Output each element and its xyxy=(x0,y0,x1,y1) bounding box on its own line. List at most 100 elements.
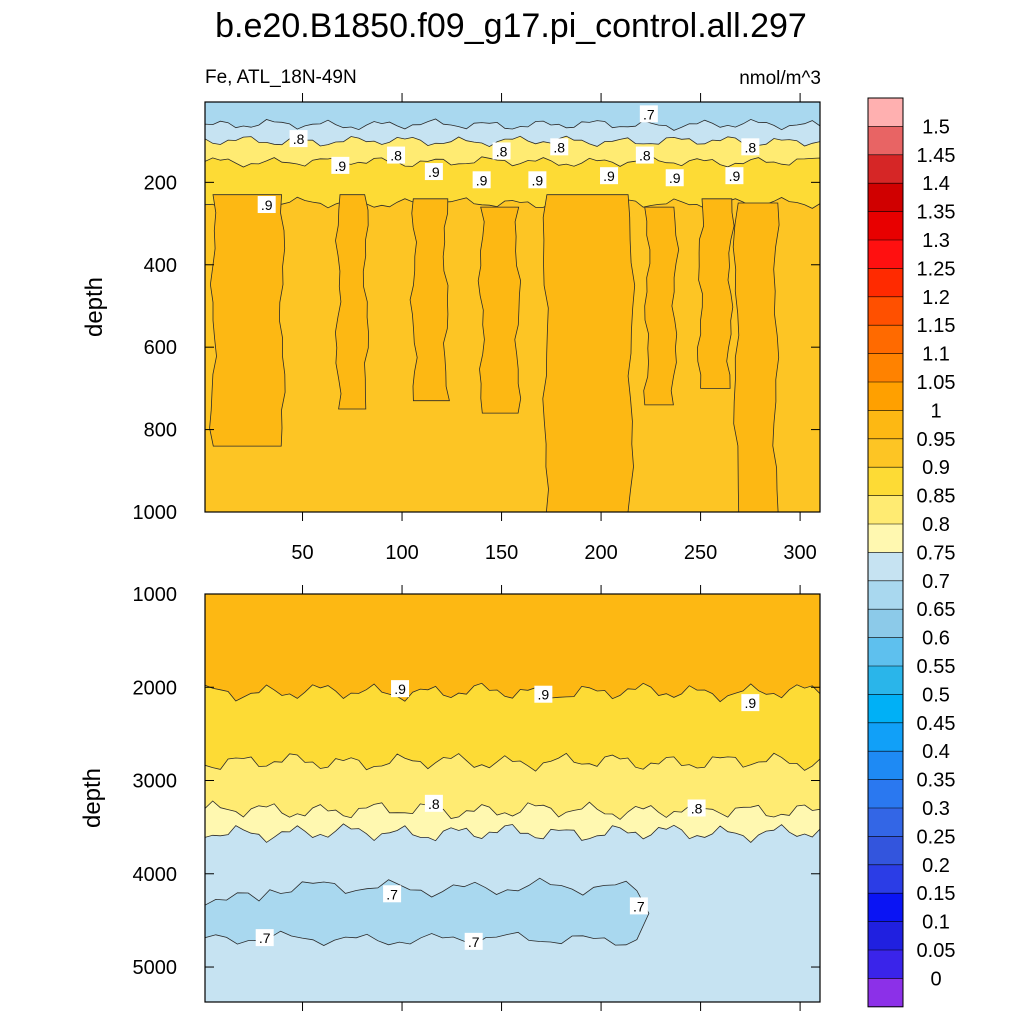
y-tick-label: 1000 xyxy=(133,584,178,606)
svg-text:.8: .8 xyxy=(691,800,703,816)
colorbar-swatch xyxy=(868,580,903,610)
svg-text:.9: .9 xyxy=(476,172,488,188)
plot-frame xyxy=(204,593,821,1003)
contour-label: .8 xyxy=(424,794,443,812)
contour-label: .8 xyxy=(741,138,760,156)
colorbar-label: 0 xyxy=(930,968,941,990)
colorbar-swatch xyxy=(868,978,903,1008)
colorbar-label: 1.15 xyxy=(917,315,956,337)
contour-label: .9 xyxy=(600,167,619,185)
colorbar-swatch xyxy=(868,637,903,667)
chart-title: b.e20.B1850.f09_g17.pi_control.all.297 xyxy=(215,7,807,45)
fe-patch xyxy=(477,206,522,414)
colorbar-label: 1.35 xyxy=(917,202,956,224)
colorbar-label: 0.7 xyxy=(922,571,950,593)
fe-patch xyxy=(409,198,450,402)
colorbar-label: 0.55 xyxy=(917,656,956,678)
contour-label: .8 xyxy=(289,130,308,148)
svg-text:.8: .8 xyxy=(744,139,756,155)
svg-text:.9: .9 xyxy=(538,687,550,703)
colorbar-label: 0.95 xyxy=(917,429,956,451)
contour-label: .9 xyxy=(725,167,744,185)
colorbar-label: 0.05 xyxy=(917,940,956,962)
contour-label: .7 xyxy=(383,885,402,903)
colorbar-swatch xyxy=(868,666,903,695)
svg-text:.8: .8 xyxy=(293,131,305,147)
fe-patch xyxy=(696,198,735,389)
svg-text:.8: .8 xyxy=(639,148,651,164)
svg-text:.9: .9 xyxy=(744,695,756,711)
fe-patch xyxy=(334,194,369,410)
x-tick-label: 150 xyxy=(485,542,518,564)
colorbar-swatch xyxy=(868,154,903,184)
contour-label: .9 xyxy=(534,685,553,703)
colorbar-label: 0.25 xyxy=(917,826,956,848)
y-tick-label: 4000 xyxy=(133,864,178,886)
contour-label: .7 xyxy=(464,932,483,950)
plot-frame xyxy=(204,101,821,513)
contour-label: .8 xyxy=(687,799,706,817)
colorbar-swatch xyxy=(868,98,903,127)
colorbar-swatch xyxy=(868,921,903,951)
contour-label: .9 xyxy=(257,196,276,214)
colorbar-swatch xyxy=(868,779,903,809)
contour-label: .8 xyxy=(492,142,511,160)
x-tick-label: 50 xyxy=(291,542,313,564)
contour-label: .9 xyxy=(331,156,350,174)
colorbar-swatch xyxy=(868,694,903,724)
svg-text:.7: .7 xyxy=(259,930,271,946)
fe-patch xyxy=(542,194,636,512)
svg-text:.9: .9 xyxy=(669,170,681,186)
colorbar-swatch xyxy=(868,410,903,440)
colorbar-label: 1.1 xyxy=(922,344,950,366)
colorbar-swatch xyxy=(868,296,903,326)
colorbar-label: 0.4 xyxy=(922,741,950,763)
colorbar-swatch xyxy=(868,609,903,638)
colorbar-label: 0.3 xyxy=(922,798,950,820)
contour-label: .7 xyxy=(639,105,658,123)
variable-region-label: Fe, ATL_18N-49N xyxy=(205,67,357,88)
colorbar-swatch xyxy=(868,836,903,866)
colorbar-swatch xyxy=(868,467,903,496)
contour-label: .9 xyxy=(424,163,443,181)
colorbar-swatch xyxy=(868,183,903,212)
x-tick-label: 100 xyxy=(385,542,418,564)
upper-plot-area: .8.9.8.9.8.9.9.8.7.8.9.9.8.9.92004006008… xyxy=(133,93,821,564)
fe-patch xyxy=(732,202,780,512)
lower-plot-area: .9 .9 .9 .8 .8 .7 .7 .7 .7 1000 2000 3000 4000 5000 xyxy=(133,584,821,1011)
y-tick-label: 2000 xyxy=(133,677,178,699)
svg-text:.9: .9 xyxy=(261,197,273,213)
colorbar-swatch xyxy=(868,893,903,922)
colorbar-swatch xyxy=(868,552,903,582)
svg-text:.8: .8 xyxy=(428,796,440,812)
y-tick-label: 200 xyxy=(144,172,177,194)
colorbar-swatch xyxy=(868,240,903,269)
colorbar-swatch xyxy=(868,950,903,979)
colorbar-label: 1.05 xyxy=(917,372,956,394)
contour-label: .8 xyxy=(635,146,654,164)
colorbar-swatch xyxy=(868,808,903,837)
colorbar-swatch xyxy=(868,751,903,780)
colorbar-label: 1.25 xyxy=(917,258,956,280)
colorbar-swatch xyxy=(868,382,903,411)
colorbar-label: 1.4 xyxy=(922,173,950,195)
colorbar-label: 0.65 xyxy=(917,599,956,621)
colorbar-swatch xyxy=(868,864,903,894)
svg-text:.9: .9 xyxy=(603,168,615,184)
svg-text:.9: .9 xyxy=(428,164,440,180)
colorbar-label: 0.75 xyxy=(917,542,956,564)
svg-text:.9: .9 xyxy=(334,158,346,174)
colorbar-swatch xyxy=(868,438,903,468)
y-tick-label: 400 xyxy=(144,255,177,277)
colorbar-label: 0.2 xyxy=(922,855,950,877)
y-tick-label: 600 xyxy=(144,337,177,359)
svg-text:.8: .8 xyxy=(496,143,508,159)
svg-text:.8: .8 xyxy=(390,148,402,164)
svg-text:.7: .7 xyxy=(468,934,480,950)
svg-text:.9: .9 xyxy=(394,681,406,697)
colorbar-label: 0.8 xyxy=(922,514,950,536)
y-tick-label: 3000 xyxy=(133,771,178,793)
colorbar-label: 1.45 xyxy=(917,145,956,167)
contour-label: .7 xyxy=(629,897,648,915)
colorbar-label: 0.5 xyxy=(922,684,950,706)
